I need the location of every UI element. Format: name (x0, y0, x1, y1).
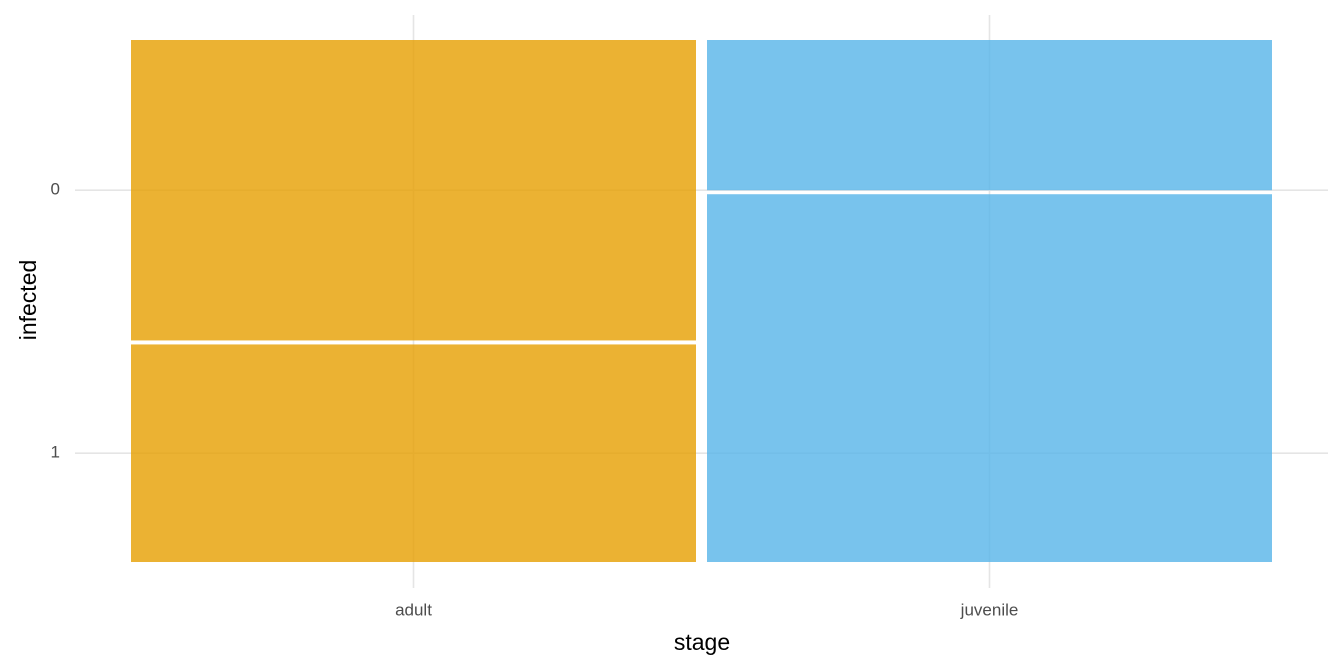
x-tick-label: juvenile (960, 600, 1019, 619)
x-axis-title: stage (674, 629, 730, 655)
mosaic-tile (131, 344, 696, 562)
mosaic-tile (707, 194, 1272, 562)
y-tick-label: 1 (51, 443, 60, 462)
y-axis-title: infected (15, 260, 41, 341)
y-tick-label: 0 (51, 180, 60, 199)
mosaic-tile (707, 40, 1272, 191)
x-tick-label: adult (395, 600, 432, 619)
mosaic-tile (131, 40, 696, 341)
